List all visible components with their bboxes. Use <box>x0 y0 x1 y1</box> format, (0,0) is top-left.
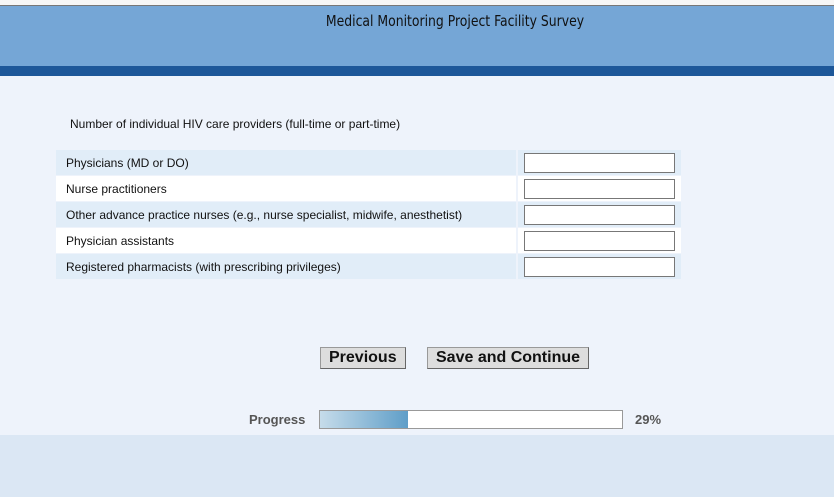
table-row: Physicians (MD or DO) <box>56 150 681 175</box>
table-row: Registered pharmacists (with prescribing… <box>56 254 681 279</box>
count-input[interactable] <box>524 256 675 277</box>
progress-percent: 29% <box>635 412 662 427</box>
table-row: Physician assistants <box>56 228 681 253</box>
table-row: Other advance practice nurses (e.g., nur… <box>56 202 681 227</box>
progress-label: Progress <box>249 412 306 427</box>
previous-button[interactable]: Previous <box>320 347 406 369</box>
count-input[interactable] <box>524 152 675 173</box>
row-label: Physician assistants <box>56 228 516 253</box>
survey-form: Number of individual HIV care providers … <box>0 76 834 435</box>
count-input[interactable] <box>524 204 675 225</box>
table-row: Nurse practitioners <box>56 176 681 201</box>
progress-fill <box>320 411 408 428</box>
progress-bar <box>319 410 623 429</box>
row-label: Physicians (MD or DO) <box>56 150 516 175</box>
row-label: Other advance practice nurses (e.g., nur… <box>56 202 516 227</box>
header-banner: Medical Monitoring Project Facility Surv… <box>0 6 834 66</box>
page-title: Medical Monitoring Project Facility Surv… <box>325 12 585 30</box>
header-divider <box>0 66 834 76</box>
row-label: Nurse practitioners <box>56 176 516 201</box>
providers-table: Physicians (MD or DO) Nurse practitioners… <box>56 149 681 280</box>
row-label: Registered pharmacists (with prescribing… <box>56 254 516 279</box>
window-top-edge <box>0 0 834 6</box>
save-and-continue-button[interactable]: Save and Continue <box>427 347 590 369</box>
question-text: Number of individual HIV care providers … <box>70 117 401 131</box>
count-input[interactable] <box>524 230 675 251</box>
count-input[interactable] <box>524 178 675 199</box>
